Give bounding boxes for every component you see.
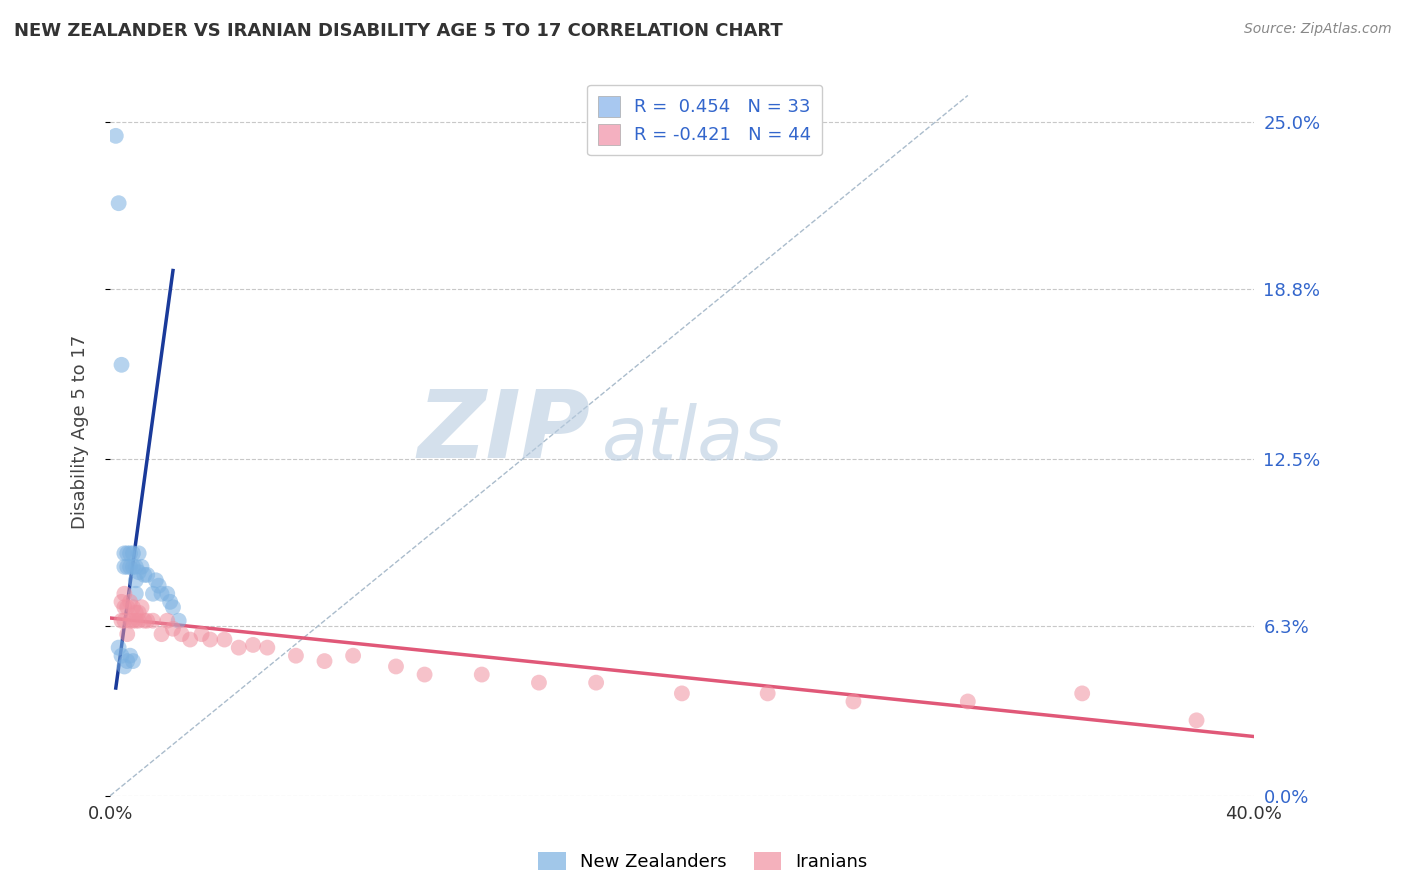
Point — [170, 627, 193, 641]
Point — [112, 600, 135, 615]
Point — [120, 648, 142, 663]
Point — [342, 648, 364, 663]
Point — [110, 614, 132, 628]
Point — [112, 559, 135, 574]
Point — [842, 694, 865, 708]
Point — [142, 587, 165, 601]
Point — [1071, 686, 1094, 700]
Point — [122, 600, 145, 615]
Point — [134, 614, 156, 628]
Point — [128, 606, 150, 620]
Point — [128, 546, 150, 560]
Point — [115, 627, 138, 641]
Point — [115, 600, 138, 615]
Point — [122, 559, 145, 574]
Point — [112, 587, 135, 601]
Point — [142, 614, 165, 628]
Point — [110, 358, 132, 372]
Point — [112, 614, 135, 628]
Text: Source: ZipAtlas.com: Source: ZipAtlas.com — [1244, 22, 1392, 37]
Point — [122, 654, 145, 668]
Point — [115, 559, 138, 574]
Point — [115, 546, 138, 560]
Point — [134, 567, 156, 582]
Point — [756, 686, 779, 700]
Point — [179, 632, 201, 647]
Point — [112, 659, 135, 673]
Point — [156, 587, 179, 601]
Point — [150, 627, 173, 641]
Point — [167, 614, 190, 628]
Point — [162, 622, 184, 636]
Point — [115, 654, 138, 668]
Point — [150, 587, 173, 601]
Point — [125, 614, 148, 628]
Point — [112, 546, 135, 560]
Point — [585, 675, 607, 690]
Point — [148, 579, 170, 593]
Point — [385, 659, 408, 673]
Point — [120, 559, 142, 574]
Text: atlas: atlas — [602, 403, 783, 475]
Point — [671, 686, 693, 700]
Text: NEW ZEALANDER VS IRANIAN DISABILITY AGE 5 TO 17 CORRELATION CHART: NEW ZEALANDER VS IRANIAN DISABILITY AGE … — [14, 22, 783, 40]
Point — [110, 648, 132, 663]
Point — [198, 632, 221, 647]
Point — [214, 632, 236, 647]
Point — [156, 614, 179, 628]
Point — [128, 614, 150, 628]
Legend: New Zealanders, Iranians: New Zealanders, Iranians — [531, 845, 875, 879]
Point — [956, 694, 979, 708]
Point — [471, 667, 494, 681]
Point — [107, 196, 129, 211]
Point — [162, 600, 184, 615]
Point — [120, 595, 142, 609]
Point — [125, 587, 148, 601]
Legend: R =  0.454   N = 33, R = -0.421   N = 44: R = 0.454 N = 33, R = -0.421 N = 44 — [588, 85, 823, 155]
Point — [120, 546, 142, 560]
Point — [107, 640, 129, 655]
Point — [136, 567, 159, 582]
Point — [228, 640, 250, 655]
Point — [145, 574, 167, 588]
Point — [131, 559, 153, 574]
Point — [122, 546, 145, 560]
Point — [125, 574, 148, 588]
Text: ZIP: ZIP — [418, 386, 591, 478]
Point — [125, 606, 148, 620]
Point — [136, 614, 159, 628]
Point — [128, 565, 150, 579]
Point — [131, 600, 153, 615]
Point — [159, 595, 181, 609]
Point — [125, 559, 148, 574]
Point — [122, 614, 145, 628]
Point — [413, 667, 436, 681]
Point — [110, 595, 132, 609]
Point — [314, 654, 336, 668]
Point — [104, 128, 127, 143]
Point — [242, 638, 264, 652]
Point — [1185, 714, 1208, 728]
Point — [256, 640, 278, 655]
Point — [527, 675, 550, 690]
Point — [284, 648, 307, 663]
Point — [120, 614, 142, 628]
Y-axis label: Disability Age 5 to 17: Disability Age 5 to 17 — [72, 335, 89, 529]
Point — [190, 627, 212, 641]
